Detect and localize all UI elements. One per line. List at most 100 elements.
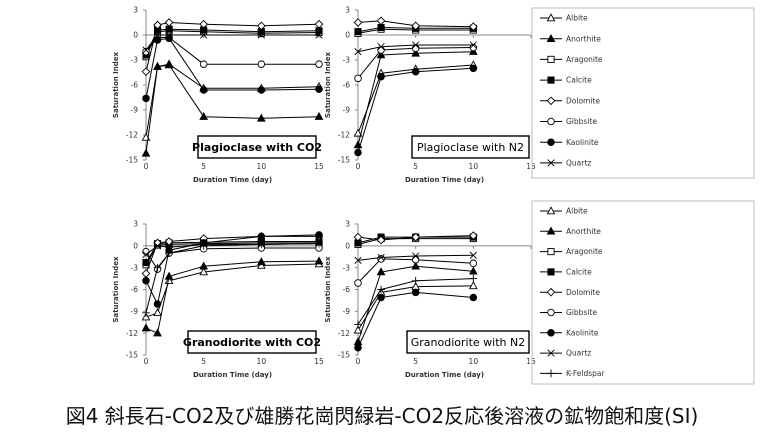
figure-caption: 図4 斜長石-CO2及び雄勝花崗閃緑岩-CO2反応後溶液の鉱物飽和度(SI) [65, 404, 699, 428]
legend-marker [546, 13, 556, 22]
series-anorthite [141, 60, 324, 157]
series-calcite [142, 25, 323, 59]
y-tick-label: 0 [133, 31, 138, 40]
series-quartz [354, 41, 477, 56]
panel-label-box [411, 135, 530, 159]
data-point-dolomite [468, 22, 478, 32]
y-axis-title: Saturation Index [324, 51, 332, 118]
series-line-calcite [357, 26, 474, 33]
data-point-k-feldspar [153, 263, 162, 272]
y-tick-label: -15 [126, 351, 138, 360]
data-point-gibbsite [469, 259, 478, 268]
data-point-kaolinite [315, 231, 323, 239]
data-point-anorthite [468, 266, 478, 275]
data-point-albite [153, 308, 162, 317]
series-albite [141, 259, 324, 321]
series-k-feldspar [354, 274, 478, 329]
chart-panel-4: 3 0 -3 -6 -9 -12 -15 0 5 10 15 Duration Time (day) S… [324, 220, 536, 379]
legend-marker [546, 206, 556, 215]
legend-entry-gibbsite: Gibbsite [540, 308, 597, 317]
data-point-anorthite [164, 271, 174, 280]
y-tick-label: -15 [338, 156, 350, 165]
series-line-albite [145, 63, 320, 138]
series-line-dolomite [357, 20, 474, 28]
y-tick-label: -12 [338, 329, 350, 338]
data-point-quartz [377, 43, 385, 51]
data-point-quartz [377, 253, 385, 262]
data-point-kaolinite [354, 343, 362, 352]
data-point-kaolinite [354, 148, 362, 157]
legend-marker [547, 76, 555, 84]
data-point-anorthite [376, 50, 386, 59]
legend-label: Aragonite [566, 55, 603, 64]
data-point-albite [164, 276, 174, 285]
series-dolomite [353, 16, 478, 32]
legend-label: Calcite [566, 268, 592, 277]
data-point-quartz [315, 31, 323, 39]
legend-marker [547, 159, 555, 167]
data-point-quartz [412, 41, 420, 49]
data-point-anorthite [256, 113, 266, 122]
panel-label-box [406, 330, 530, 354]
data-point-gibbsite [411, 44, 420, 53]
y-tick-label: -3 [131, 56, 139, 65]
x-axis-title: Duration Time (day) [405, 371, 484, 379]
legend-entry-albite: Albite [540, 13, 588, 23]
y-tick-label: -12 [338, 131, 350, 140]
data-point-albite [353, 128, 363, 137]
data-point-kaolinite [257, 86, 266, 94]
series-quartz [354, 251, 477, 265]
series-line-dolomite [357, 235, 474, 241]
legend-label: Quartz [566, 349, 591, 358]
data-point-calcite [354, 28, 362, 36]
data-point-anorthite [314, 256, 324, 265]
series-line-quartz [357, 254, 474, 261]
series-line-k-feldspar [145, 243, 320, 313]
data-point-kaolinite [142, 277, 150, 285]
data-point-kaolinite [469, 64, 478, 73]
y-tick-label: -9 [131, 307, 139, 316]
data-point-dolomite [153, 238, 162, 248]
data-point-k-feldspar [469, 274, 478, 283]
data-point-quartz [412, 252, 420, 260]
data-point-k-feldspar [377, 285, 385, 294]
data-point-kaolinite [153, 300, 162, 308]
data-point-calcite [377, 23, 385, 32]
data-point-anorthite [256, 257, 266, 266]
series-quartz [142, 31, 323, 54]
data-point-dolomite [164, 18, 174, 27]
legend-marker [547, 329, 555, 337]
legend-marker [546, 287, 556, 297]
series-line-anorthite [357, 51, 474, 146]
y-tick-label: -3 [131, 263, 139, 272]
data-point-anorthite [376, 267, 386, 276]
legend-entry-dolomite: Dolomite [540, 288, 600, 297]
legend-entry-quartz: Quartz [540, 159, 591, 168]
data-point-kaolinite [411, 288, 420, 297]
legend-entry-calcite: Calcite [540, 76, 592, 85]
data-point-kaolinite [377, 72, 385, 81]
data-point-anorthite [153, 328, 162, 337]
data-point-calcite [165, 25, 173, 33]
data-point-quartz [469, 251, 477, 259]
y-tick-label: 3 [345, 6, 350, 15]
y-tick-label: -9 [343, 106, 351, 115]
data-point-quartz [142, 46, 150, 54]
legend-label: Anorthite [566, 34, 601, 43]
data-point-dolomite [256, 21, 266, 31]
y-tick-label: 0 [345, 31, 350, 40]
legend-label: Kaolinite [566, 138, 599, 147]
x-tick-label: 5 [201, 357, 206, 366]
legend-label: Dolomite [566, 96, 600, 105]
legend-entry-anorthite: Anorthite [540, 33, 601, 43]
panel-label: Plagioclase with CO2 [192, 141, 322, 154]
series-gibbsite [354, 43, 478, 83]
legend-marker [547, 117, 555, 126]
legend-frame [531, 200, 755, 385]
x-tick-label: 0 [356, 162, 361, 171]
series-line-gibbsite [145, 37, 319, 65]
y-tick-label: -15 [338, 351, 350, 360]
data-point-dolomite [376, 235, 386, 245]
series-dolomite [353, 231, 478, 245]
